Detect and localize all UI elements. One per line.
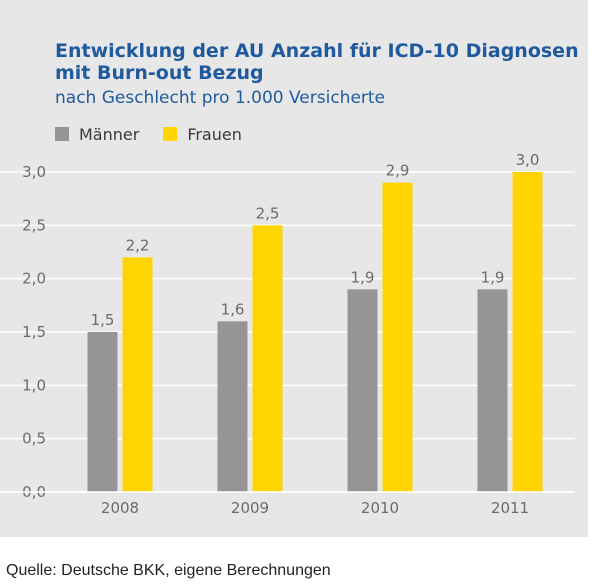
source-note: Quelle: Deutsche BKK, eigene Berechnunge… (6, 562, 331, 579)
bar-maenner (477, 289, 508, 492)
data-label: 1,6 (221, 300, 245, 318)
legend-swatch-frauen (163, 127, 178, 141)
legend-label-frauen: Frauen (187, 124, 242, 144)
data-label: 1,5 (91, 311, 115, 329)
chart-title: Entwicklung der AU Anzahl für ICD-10 Dia… (55, 40, 579, 84)
data-label: 2,5 (256, 204, 280, 222)
y-tick-label: 2,0 (22, 270, 46, 288)
chart-subtitle: nach Geschlecht pro 1.000 Versicherte (55, 88, 386, 108)
chart-legend: Männer Frauen (55, 123, 266, 145)
chart-title-line-2: mit Burn-out Bezug (55, 62, 264, 84)
bar-frauen (382, 182, 413, 492)
y-tick-label: 0,5 (22, 430, 46, 448)
data-label: 3,0 (516, 151, 540, 169)
y-tick-label: 3,0 (22, 163, 46, 181)
bar-maenner (347, 289, 378, 492)
bar-frauen (122, 257, 153, 492)
bar-maenner (87, 332, 118, 492)
x-tick-label: 2011 (491, 499, 529, 517)
data-label: 2,2 (126, 236, 150, 254)
legend-swatch-maenner (55, 127, 69, 141)
chart-title-line-1: Entwicklung der AU Anzahl für ICD-10 Dia… (55, 40, 579, 62)
legend-label-maenner: Männer (79, 124, 140, 144)
legend-item-maenner: Männer (55, 125, 139, 144)
bar-frauen (252, 225, 283, 493)
bar-maenner (217, 321, 248, 492)
data-label: 2,9 (386, 162, 410, 180)
x-tick-label: 2010 (361, 499, 399, 517)
y-tick-label: 1,0 (22, 376, 46, 394)
legend-item-frauen: Frauen (163, 125, 242, 144)
y-tick-label: 2,5 (22, 216, 46, 234)
bar-frauen (512, 172, 543, 492)
x-tick-label: 2009 (231, 499, 269, 517)
x-tick-label: 2008 (101, 499, 139, 517)
y-tick-label: 1,5 (22, 323, 46, 341)
data-label: 1,9 (481, 268, 505, 286)
data-label: 1,9 (351, 268, 375, 286)
